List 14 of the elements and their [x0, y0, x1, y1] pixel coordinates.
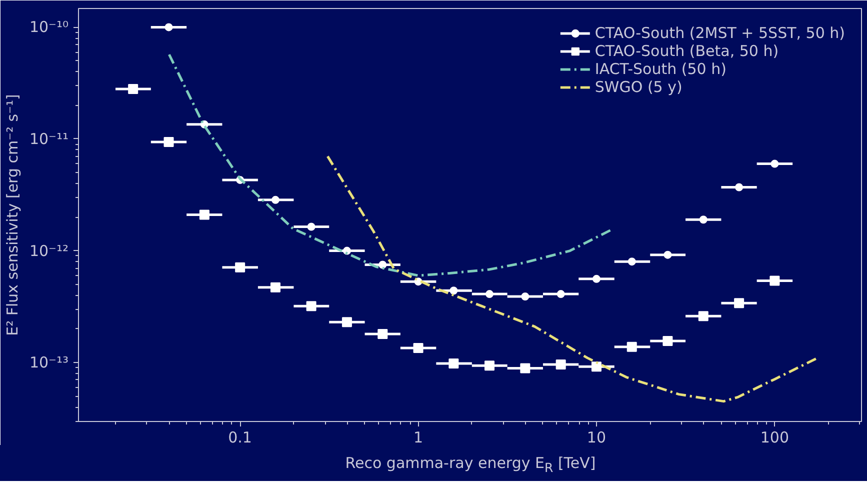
y-tick-label: 10⁻¹³ — [29, 354, 68, 372]
legend-label: CTAO-South (2MST + 5SST, 50 h) — [594, 24, 845, 42]
x-tick-label: 10 — [586, 428, 606, 446]
x-tick-label: 100 — [760, 428, 790, 446]
y-tick-label: 10⁻¹² — [29, 242, 68, 260]
legend-label: CTAO-South (Beta, 50 h) — [594, 42, 779, 60]
x-tick-label: 0.1 — [228, 428, 252, 446]
y-tick-label: 10⁻¹¹ — [29, 130, 68, 148]
y-tick-label: 10⁻¹⁰ — [29, 18, 68, 36]
legend-label: SWGO (5 y) — [594, 78, 682, 96]
legend-label: IACT-South (50 h) — [594, 60, 726, 78]
x-axis-title: Reco gamma-ray energy E$_{R}$ [TeV] — [345, 453, 596, 477]
x-tick-label: 1 — [414, 428, 424, 446]
y-axis-title: E² Flux sensitivity [erg cm⁻² s⁻¹] — [3, 94, 22, 336]
